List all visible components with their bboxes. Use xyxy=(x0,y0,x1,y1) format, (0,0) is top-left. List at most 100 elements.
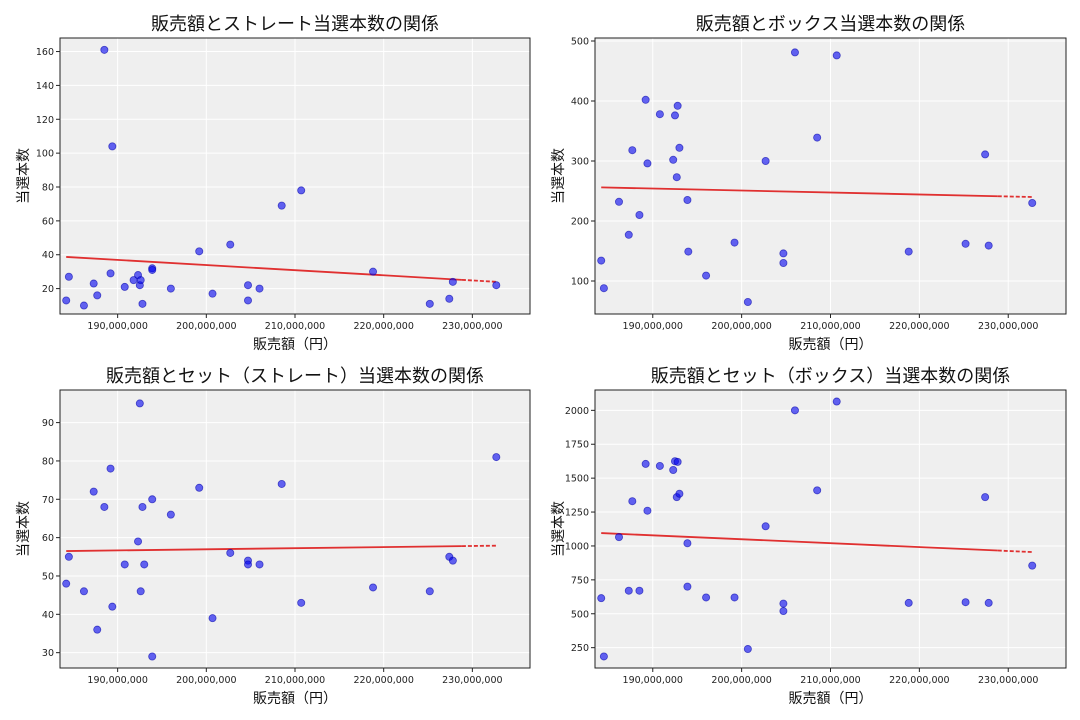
data-point xyxy=(166,510,175,519)
y-tick-label: 400 xyxy=(571,97,589,108)
data-point xyxy=(166,284,175,293)
chart-panel-2: 190,000,000 200,000,000 210,000,000 220,000… xyxy=(551,14,1067,353)
data-point xyxy=(135,399,144,408)
data-point xyxy=(669,466,678,475)
y-axis-label: 当選本数 xyxy=(551,501,567,557)
x-tick-label: 210,000,000 xyxy=(800,675,860,686)
data-point xyxy=(120,560,129,569)
y-tick-label: 1750 xyxy=(565,440,589,451)
data-point xyxy=(136,276,145,285)
y-tick-label: 30 xyxy=(42,648,54,659)
y-tick-label: 140 xyxy=(36,81,54,92)
chart-panel-3: 190,000,000 200,000,000 210,000,000 220,000… xyxy=(16,366,531,707)
data-point xyxy=(492,453,501,462)
data-point xyxy=(779,599,788,608)
x-axis-label: 販売額（円） xyxy=(253,337,337,353)
y-tick-label: 40 xyxy=(42,250,54,261)
data-point xyxy=(1028,198,1037,207)
x-tick-label: 190,000,000 xyxy=(87,675,147,686)
data-point xyxy=(672,173,681,182)
y-axis-label: 当選本数 xyxy=(16,501,32,557)
y-tick-label: 60 xyxy=(42,216,54,227)
y-axis-label: 当選本数 xyxy=(551,148,567,204)
data-point xyxy=(64,272,73,281)
data-point xyxy=(984,241,993,250)
data-point xyxy=(89,487,98,496)
data-point xyxy=(100,45,109,54)
data-point xyxy=(779,249,788,258)
data-point xyxy=(641,95,650,104)
data-point xyxy=(635,586,644,595)
data-point xyxy=(813,133,822,142)
x-tick-label: 210,000,000 xyxy=(800,321,860,332)
x-tick-label: 200,000,000 xyxy=(176,321,236,332)
data-point xyxy=(961,239,970,248)
data-point xyxy=(832,51,841,60)
x-tick-label: 220,000,000 xyxy=(353,675,413,686)
data-point xyxy=(730,238,739,247)
data-point xyxy=(297,186,306,195)
data-point xyxy=(702,593,711,602)
data-point xyxy=(208,289,217,298)
chart-title: 販売額とセット（ボックス）当選本数の関係 xyxy=(651,366,1010,387)
x-tick-label: 200,000,000 xyxy=(711,321,771,332)
data-point xyxy=(675,143,684,152)
y-tick-label: 250 xyxy=(571,643,589,654)
data-point xyxy=(226,240,235,249)
trend-line xyxy=(66,545,462,552)
x-tick-label: 230,000,000 xyxy=(978,321,1038,332)
data-point xyxy=(140,560,149,569)
x-tick-label: 220,000,000 xyxy=(889,321,949,332)
data-point xyxy=(64,552,73,561)
y-tick-label: 80 xyxy=(42,183,54,194)
y-tick-label: 500 xyxy=(571,37,589,48)
y-tick-label: 2000 xyxy=(565,406,589,417)
data-point xyxy=(255,560,264,569)
data-point xyxy=(243,296,252,305)
y-tick-label: 1000 xyxy=(565,541,589,552)
data-point xyxy=(628,497,637,506)
data-point xyxy=(79,301,88,310)
data-point xyxy=(108,142,117,151)
trend-line xyxy=(66,256,462,281)
data-point xyxy=(93,291,102,300)
y-tick-label: 50 xyxy=(42,571,54,582)
data-point xyxy=(624,230,633,239)
data-point xyxy=(148,265,157,274)
data-point xyxy=(683,195,692,204)
y-tick-label: 90 xyxy=(42,418,54,429)
data-point xyxy=(597,594,606,603)
chart-title: 販売額とストレート当選本数の関係 xyxy=(151,14,439,35)
data-point xyxy=(62,579,71,588)
data-point xyxy=(628,146,637,155)
x-tick-label: 190,000,000 xyxy=(87,321,147,332)
data-point xyxy=(195,247,204,256)
data-point xyxy=(134,537,143,546)
data-point xyxy=(761,522,770,531)
x-tick-label: 190,000,000 xyxy=(623,675,683,686)
x-axis-label: 販売額（円） xyxy=(253,691,337,707)
data-point xyxy=(832,397,841,406)
data-point xyxy=(635,210,644,219)
data-point xyxy=(790,48,799,57)
data-point xyxy=(138,502,147,511)
data-point xyxy=(761,156,770,165)
data-point xyxy=(79,587,88,596)
data-point xyxy=(790,406,799,415)
data-point xyxy=(93,625,102,634)
y-tick-label: 60 xyxy=(42,533,54,544)
data-point xyxy=(981,493,990,502)
data-point xyxy=(614,533,623,542)
data-point xyxy=(106,269,115,278)
data-point xyxy=(195,483,204,492)
y-tick-label: 40 xyxy=(42,610,54,621)
chart-title: 販売額とセット（ストレート）当選本数の関係 xyxy=(106,366,484,387)
data-point xyxy=(597,256,606,265)
data-point xyxy=(981,150,990,159)
data-point xyxy=(106,464,115,473)
data-point xyxy=(243,281,252,290)
data-point xyxy=(208,614,217,623)
data-point xyxy=(369,583,378,592)
data-point xyxy=(683,539,692,548)
